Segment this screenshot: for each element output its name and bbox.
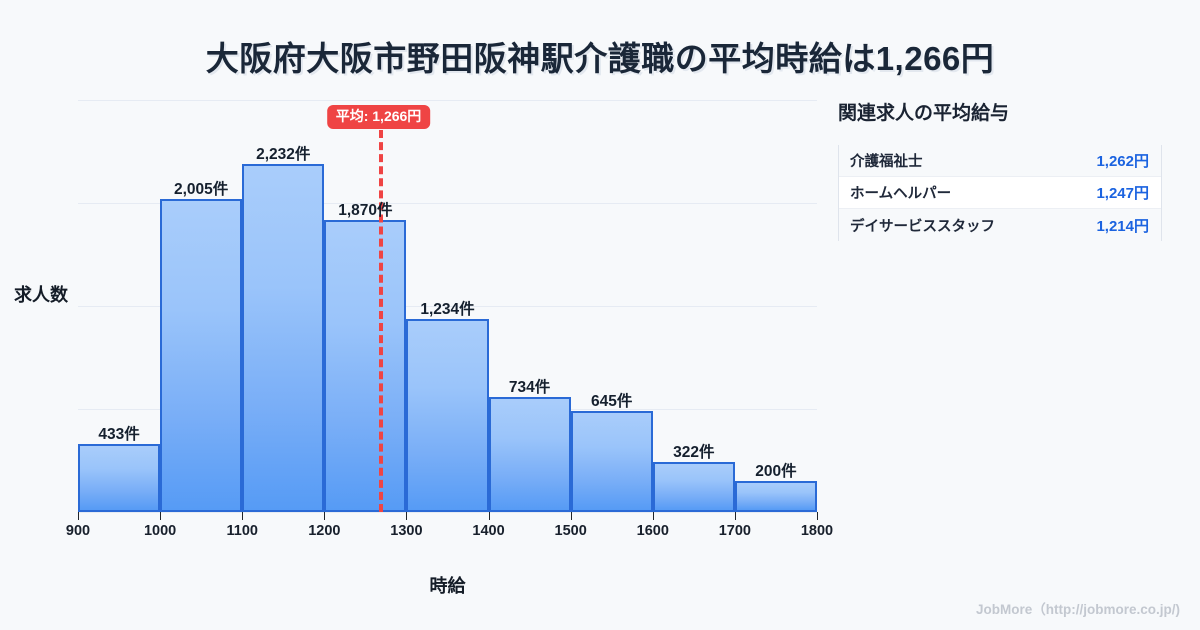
gridline	[78, 306, 817, 307]
x-tick-label: 900	[65, 523, 91, 539]
bar[interactable]	[406, 319, 489, 512]
table-row[interactable]: ホームヘルパー 1,247円	[839, 177, 1161, 209]
x-tick	[817, 512, 818, 520]
bar-value-label: 1,870件	[338, 202, 393, 220]
bar-value-label: 200件	[755, 462, 797, 480]
related-job-salary: 1,262円	[1096, 153, 1149, 170]
page-title: 大阪府大阪市野田阪神駅介護職の平均時給は1,266円	[205, 40, 995, 77]
bar-value-label: 433件	[98, 426, 140, 444]
related-job-name: ホームヘルパー	[850, 186, 952, 202]
table-row[interactable]: 介護福祉士 1,262円	[839, 145, 1161, 177]
bar[interactable]	[324, 220, 407, 512]
bar-value-label: 1,234件	[420, 301, 475, 319]
bar[interactable]	[734, 480, 817, 512]
related-job-salary: 1,214円	[1096, 217, 1149, 235]
bar[interactable]	[160, 199, 243, 512]
x-tick-label: 1800	[800, 523, 834, 539]
x-tick	[570, 512, 572, 520]
bar-value-label: 322件	[673, 443, 715, 461]
bar[interactable]	[652, 461, 735, 512]
x-tick-label: 1400	[472, 523, 505, 539]
gridline	[78, 100, 817, 101]
x-tick-label: 1300	[390, 523, 423, 539]
table-row[interactable]: デイサービススタッフ 1,214円	[839, 209, 1161, 241]
x-tick	[242, 512, 244, 520]
x-tick-label: 1200	[308, 523, 341, 539]
bar-value-label: 734件	[508, 379, 551, 397]
mean-badge: 平均: 1,266円	[326, 105, 431, 129]
x-tick	[488, 512, 490, 520]
x-tick-label: 1500	[554, 523, 587, 539]
histogram-chart: 求人数 時給 900 1000 1100 1200 1300 1400 1500 1600 17…	[14, 100, 834, 596]
bar-value-label: 2,232件	[256, 145, 311, 163]
x-tick-label: 1600	[636, 523, 669, 539]
gridline	[78, 512, 817, 513]
x-axis-title: 時給	[429, 576, 466, 596]
mean-line	[378, 130, 383, 512]
y-axis-title: 求人数	[14, 285, 68, 305]
x-tick	[734, 512, 736, 520]
x-tick	[324, 512, 326, 520]
bar[interactable]	[488, 397, 571, 512]
bar[interactable]	[570, 411, 653, 512]
bar[interactable]	[242, 163, 325, 512]
related-job-salary: 1,247円	[1096, 185, 1149, 202]
bar-value-label: 2,005件	[174, 181, 229, 199]
plot-area	[78, 100, 817, 513]
x-tick	[78, 512, 79, 520]
x-tick	[160, 512, 162, 520]
x-tick-label: 1000	[143, 523, 177, 539]
bar[interactable]	[78, 444, 161, 512]
gridline	[78, 203, 817, 204]
related-salary-table: 介護福祉士 1,262円ホームヘルパー 1,247円デイサービススタッフ 1,214円	[838, 145, 1162, 241]
related-job-name: 介護福祉士	[850, 154, 923, 170]
related-job-name: デイサービススタッフ	[850, 218, 995, 235]
x-tick-label: 1100	[226, 523, 258, 539]
related-salary-panel: 関連求人の平均給与 介護福祉士 1,262円ホームヘルパー 1,247円デイサービス…	[838, 98, 1178, 241]
x-tick-label: 1700	[718, 523, 752, 539]
footer-credit: JobMore（http://jobmore.co.jp/)	[976, 602, 1180, 617]
related-salary-title: 関連求人の平均給与	[838, 103, 1010, 124]
x-tick	[652, 512, 654, 520]
x-tick	[406, 512, 408, 520]
bar-value-label: 645件	[591, 393, 633, 411]
